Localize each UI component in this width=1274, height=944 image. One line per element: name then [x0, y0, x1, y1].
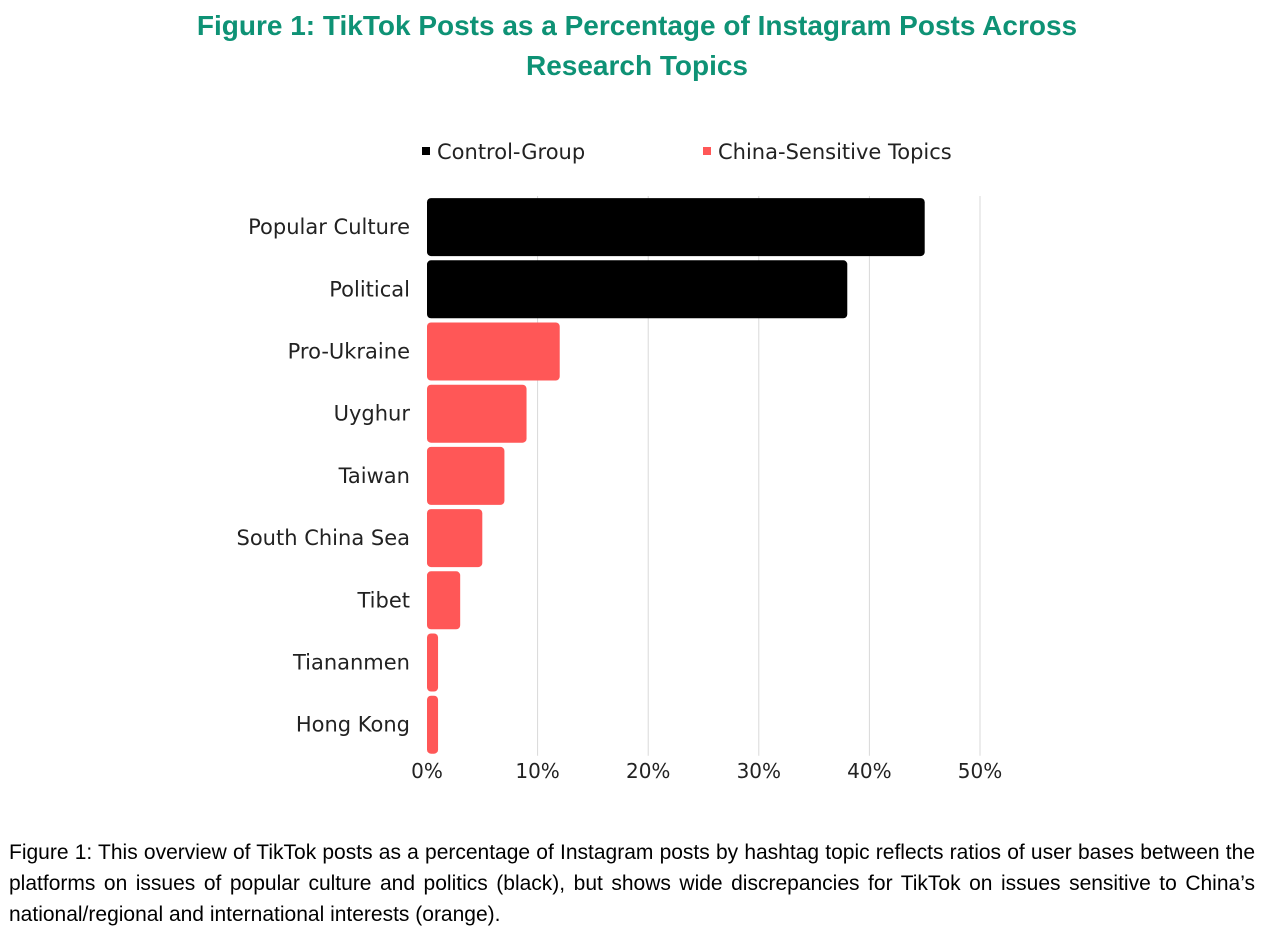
category-label-4: Taiwan: [338, 464, 410, 488]
x-tick-label-1: 10%: [515, 759, 559, 783]
bar-tibet: [427, 571, 461, 630]
category-label-8: Hong Kong: [296, 713, 410, 737]
category-label-2: Pro-Ukraine: [288, 340, 410, 364]
figure-title-line-2: Research Topics: [525, 50, 749, 81]
x-tick-label-2: 20%: [626, 759, 670, 783]
category-label-7: Tiananmen: [292, 651, 410, 675]
bar-south-china-sea: [427, 509, 483, 568]
category-label-0: Popular Culture: [248, 215, 410, 239]
category-label-1: Political: [329, 277, 410, 301]
figure-title: Figure 1: TikTok Posts as a Percentage o…: [0, 6, 1274, 86]
category-label-3: Uyghur: [334, 402, 411, 426]
bar-hong-kong: [427, 695, 439, 754]
x-tick-label-4: 40%: [847, 759, 891, 783]
category-label-5: South China Sea: [237, 526, 411, 550]
legend-label-1: China-Sensitive Topics: [718, 140, 952, 164]
legend-swatch-1: [703, 147, 711, 155]
x-tick-label-0: 0%: [411, 759, 443, 783]
figure-title-line-1: Figure 1: TikTok Posts as a Percentage o…: [196, 10, 1078, 41]
bar-uyghur: [427, 384, 527, 443]
bar-pro-ukraine: [427, 322, 560, 381]
category-label-6: Tibet: [357, 588, 411, 612]
legend-label-0: Control-Group: [437, 140, 585, 164]
bar-popular-culture: [427, 198, 925, 257]
bar-chart: Control-Group China-Sensitive Topics Popul…: [237, 140, 1003, 783]
bar-political: [427, 260, 848, 319]
x-tick-label-3: 30%: [737, 759, 781, 783]
bar-taiwan: [427, 446, 505, 505]
legend-swatch-0: [422, 147, 430, 155]
bar-tiananmen: [427, 633, 439, 692]
figure-caption: Figure 1: This overview of TikTok posts …: [9, 841, 1255, 926]
x-tick-label-5: 50%: [958, 759, 1002, 783]
